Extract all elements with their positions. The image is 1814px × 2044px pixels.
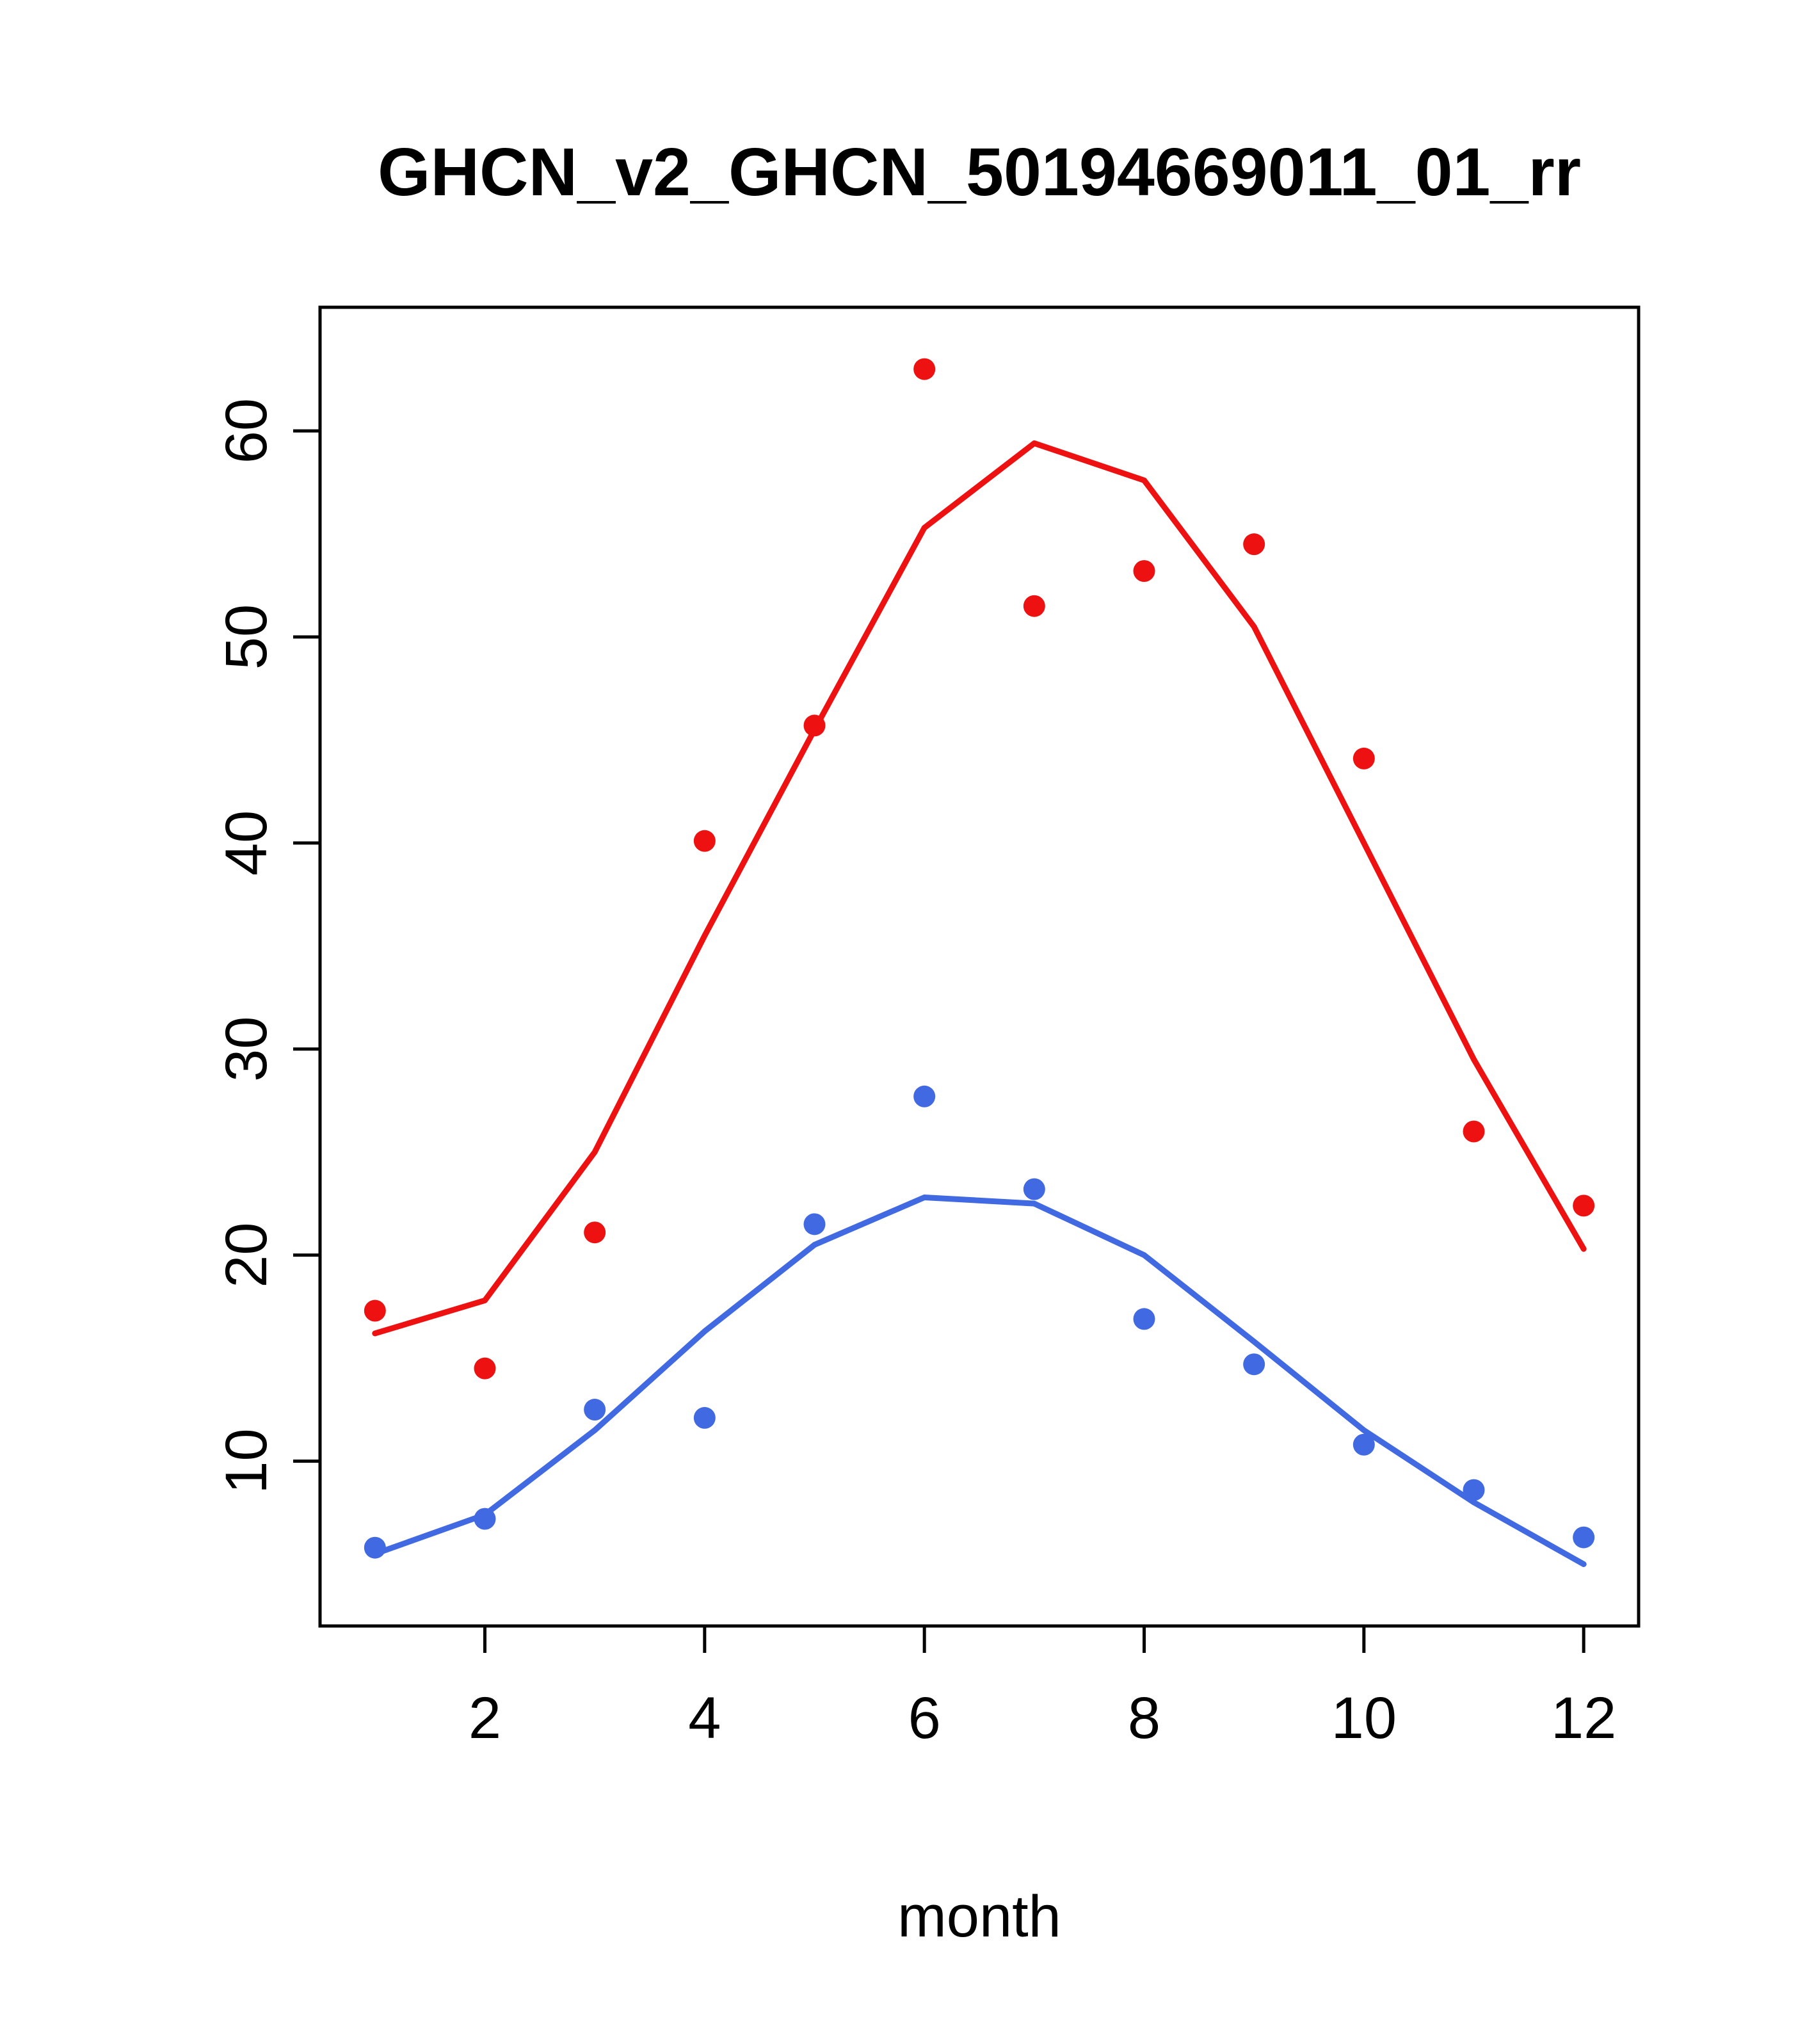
x-tick-label: 2 [469,1686,501,1751]
red-points-point [913,358,936,380]
y-tick-label: 10 [214,1428,279,1493]
x-tick-label: 10 [1331,1686,1397,1751]
red-points-point [1352,747,1375,769]
blue-points-point [584,1399,606,1421]
blue-points-point [693,1406,716,1429]
blue-points-point [1463,1479,1485,1501]
blue-points-point [364,1536,386,1559]
red-points-point [364,1300,386,1322]
blue-points-point [1023,1178,1045,1200]
blue-points-point [803,1213,826,1235]
y-tick-label: 20 [214,1222,279,1287]
red-points-point [1023,595,1045,617]
red-points-point [474,1357,496,1380]
red-points-point [1463,1120,1485,1143]
blue-points-point [1243,1353,1265,1376]
plot-border [318,305,1641,1628]
y-tick-label: 30 [214,1017,279,1082]
blue-points-point [1573,1526,1595,1549]
y-tick-label: 50 [214,604,279,670]
blue-points-point [1133,1308,1155,1330]
x-axis-label: month [897,1884,1061,1949]
red-points-point [1573,1195,1595,1217]
red-points-point [803,714,826,737]
x-tick-label: 8 [1128,1686,1160,1751]
red-points-point [584,1221,606,1244]
red-points-point [1243,533,1265,556]
blue-points-point [1352,1433,1375,1456]
red-points-point [1133,560,1155,582]
blue-points-point [474,1508,496,1530]
x-tick-label: 6 [908,1686,941,1751]
blue-points-point [913,1085,936,1107]
red-points-point [693,830,716,852]
chart-title: GHCN_v2_GHCN_50194669011_01_rr [378,134,1581,210]
blue-line [372,1195,1587,1567]
red-line [372,440,1587,1337]
y-tick-label: 40 [214,810,279,876]
x-tick-label: 4 [688,1686,721,1751]
x-tick-label: 12 [1551,1686,1616,1751]
y-tick-label: 60 [214,398,279,463]
